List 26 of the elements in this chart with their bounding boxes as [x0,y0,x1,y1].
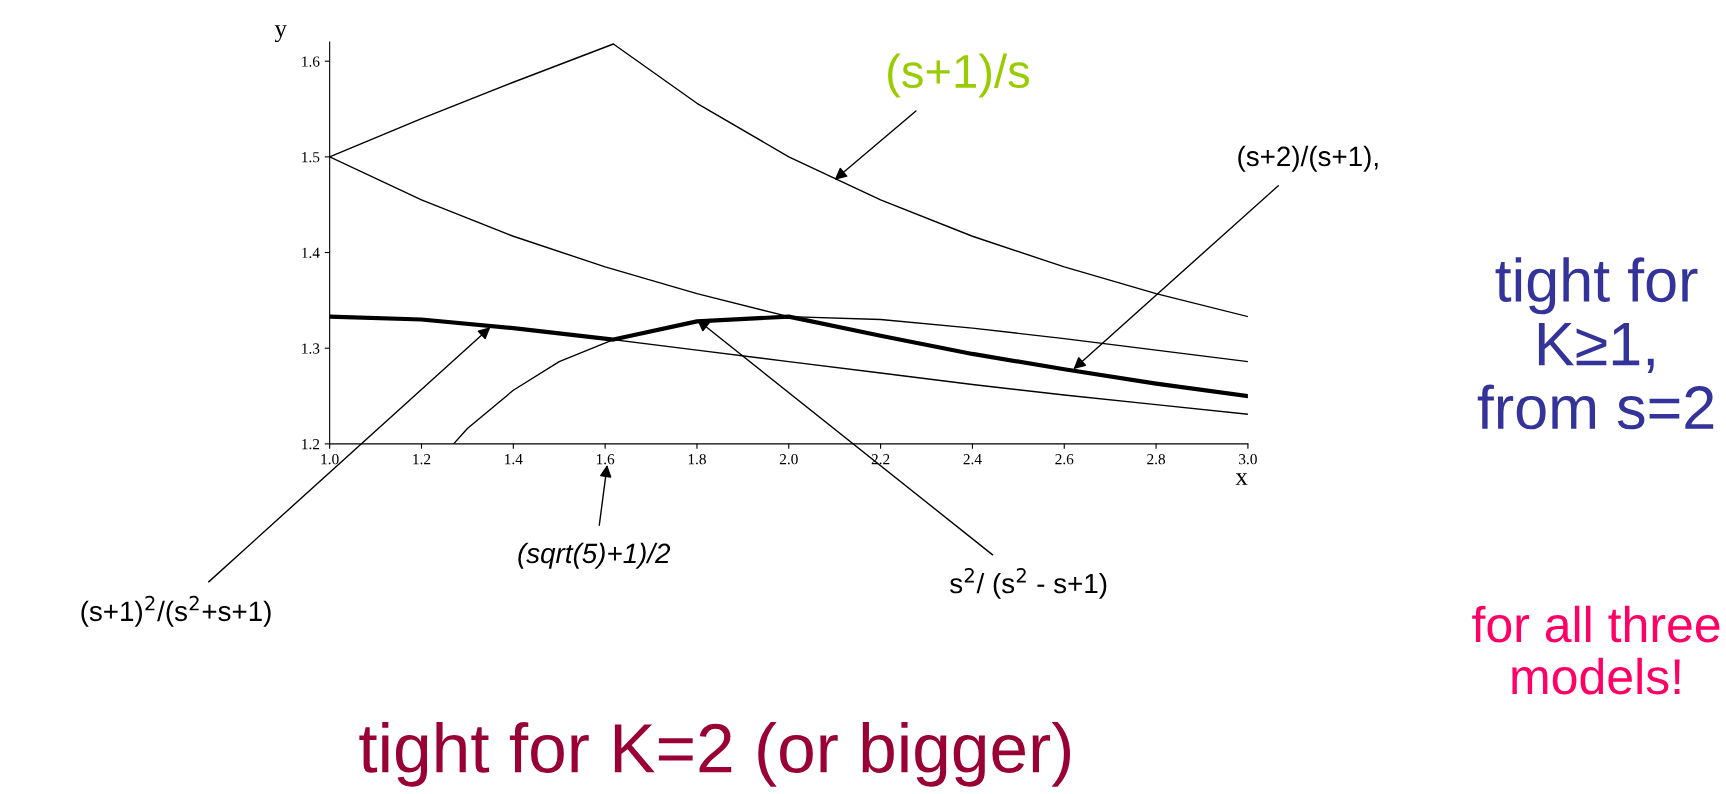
x-tick-label: 2.2 [871,454,890,465]
text: tight for K=2 (or bigger) [359,721,1071,787]
y-tick-label: 1.6 [302,56,320,67]
x-tick-label: 2.4 [963,454,982,465]
text: (sqrt(5)+1)/2 [518,542,671,569]
x-axis-title: x [1235,473,1248,485]
x-tick-label: 1.2 [413,454,431,465]
x-tick-label: 1.0 [321,454,339,465]
x-tick-label: 2.6 [1055,454,1074,465]
x-tick-label: 1.6 [596,454,615,465]
y-tick-label: 1.4 [302,247,320,259]
x-tick-label: 1.4 [505,454,523,465]
annotation: s$^{2}$/ (s$^{2}$ - s+1) [950,568,1107,599]
y-tick-label: 1.5 [302,152,320,163]
y-tick-label: 1.2 [302,439,320,450]
x-tick-label: 2.8 [1147,454,1166,465]
x-tick-label: 1.8 [688,454,706,465]
annotation: (s+2)/(s+1), [1238,145,1378,172]
text: for all three models! [1472,605,1720,695]
text: tight for K≥1, from s=2 [1477,257,1714,430]
annotation: (s+1)$^{2}$/(s$^{2}$+s+1) [81,595,271,627]
y-tick-label: 1.3 [302,343,320,354]
y-axis-title: y [274,25,287,43]
annotation: (s+1)/s [888,53,1030,98]
x-tick-label: 3.0 [1239,454,1257,465]
x-tick-label: 2.0 [779,454,798,465]
